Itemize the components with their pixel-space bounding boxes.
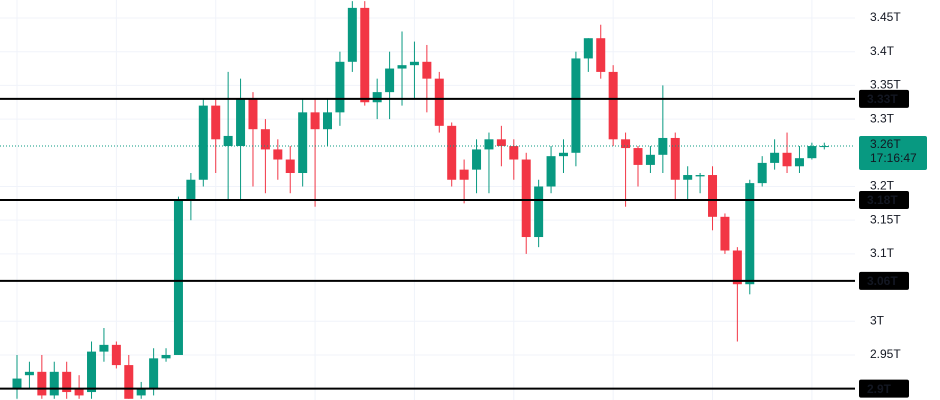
line-label-bg [859,190,909,209]
candle-body [558,152,568,157]
candle-body [608,71,618,140]
candle-body [422,61,432,79]
candle-body [534,186,544,238]
y-tick-label: 2.95T [870,347,901,361]
candle-body [310,112,320,130]
candle-body [236,98,246,147]
candle-body [62,371,72,393]
candle-body [260,129,270,150]
line-label-bg [859,379,909,398]
line-label: 3.18T [867,193,898,207]
candle-body [509,146,519,160]
candle-body [111,344,121,366]
candle-body [745,183,755,285]
candle-body [782,152,792,167]
candle-body [583,38,593,59]
y-tick-label: 3.45T [870,10,901,24]
line-label: 3.33T [867,92,898,106]
y-tick-label: 3.3T [870,111,895,125]
candle-body [484,139,494,150]
candle-body [87,351,97,393]
candle-body [74,388,84,396]
last-price-label: 3.26T [870,137,901,151]
candle-body [24,371,34,376]
candle-body [372,92,382,103]
candle-body [161,354,171,359]
candle-body [409,61,419,66]
candle-body [360,7,370,103]
candle-body [732,250,742,285]
candle-body [633,148,643,165]
candle-body [794,158,804,167]
candle-body [397,65,407,69]
candle-body [223,135,233,147]
candle-body [708,175,718,217]
candle-body [323,112,332,130]
candle-body [546,156,556,187]
candle-body [335,61,345,113]
candle-body [385,68,395,93]
y-tick-label: 3T [870,313,885,327]
candle-body [770,152,780,163]
candle-body [298,112,308,174]
last-price-bg [859,136,927,171]
candle-body [757,162,767,184]
candle-body [99,344,109,352]
candle-body [472,149,482,170]
candle-body [198,105,208,180]
candle-body [248,98,258,130]
line-label: 3.06T [867,274,898,288]
y-tick-label: 3.15T [870,212,901,226]
candle-body [211,105,221,140]
candle-body [496,139,506,147]
candle-body [434,78,444,126]
candle-body [136,388,146,396]
candle-body [173,199,183,355]
candle-body [695,175,705,177]
line-label-bg [859,89,909,108]
candle-body [571,58,581,153]
countdown: 17:16:47 [870,151,917,165]
line-label: 2.9T [867,382,892,396]
candle-body [124,365,134,399]
y-tick-label: 3.2T [870,179,895,193]
candle-body [658,137,668,155]
candle-body [273,149,283,160]
candle-body [49,371,59,396]
candle-body [819,146,829,148]
candle-body [12,378,22,389]
y-tick-label: 3.4T [870,44,895,58]
y-tick-label: 3.1T [870,246,895,260]
candle-body [807,146,817,159]
candle-body [521,159,531,238]
candle-body [621,139,631,149]
candle-body [596,38,606,72]
candle-body [447,125,457,180]
candle-body [670,137,680,180]
candle-body [683,175,693,180]
candle-body [149,358,159,389]
candle-body [645,154,655,165]
candle-body [186,179,196,200]
line-label-bg [859,271,909,290]
candle-body [347,7,357,62]
candle-body [459,169,469,180]
candle-body [37,371,47,396]
y-tick-label: 3.35T [870,78,901,92]
candle-body [720,216,730,251]
candle-body [285,159,295,174]
